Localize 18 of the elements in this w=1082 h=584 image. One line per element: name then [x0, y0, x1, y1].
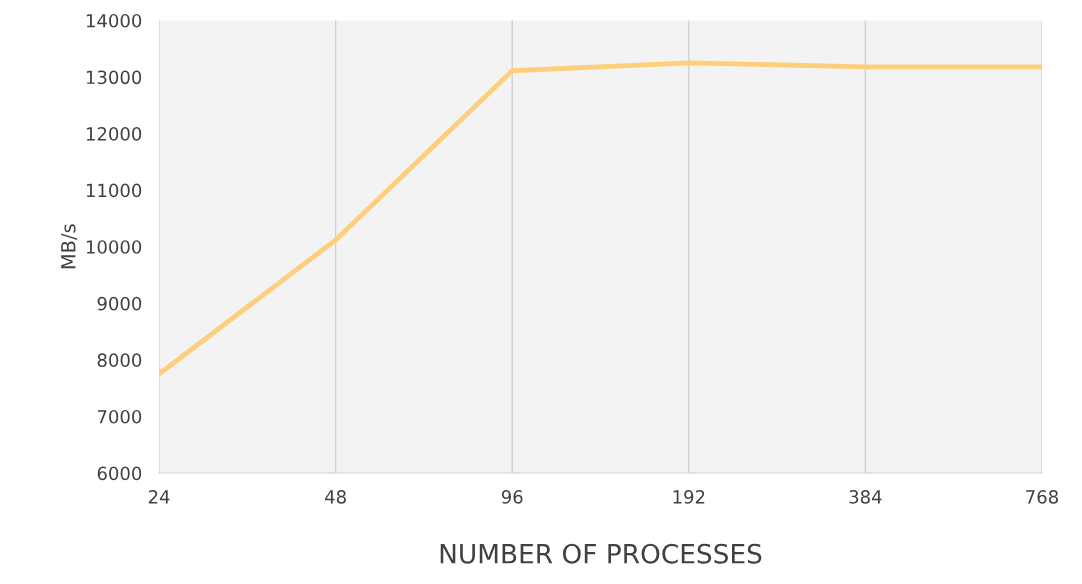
line-series — [159, 60, 1042, 377]
x-tick-label: 48 — [325, 490, 346, 504]
x-tick-label: 384 — [849, 490, 882, 504]
x-axis-title: NUMBER OF PROCESSES — [440, 543, 762, 564]
x-tick-label: 24 — [148, 490, 170, 504]
y-tick-label: 7000 — [97, 409, 142, 424]
x-tick-label: 192 — [673, 490, 705, 504]
y-tick-label: 14000 — [86, 13, 142, 28]
y-tick-label: 9000 — [97, 296, 142, 311]
x-tick-label: 768 — [1026, 490, 1058, 504]
y-tick-label: 6000 — [97, 466, 142, 481]
y-tick-label: 8000 — [97, 353, 142, 368]
y-tick-label: 10000 — [86, 240, 142, 254]
y-axis-title: MB/s — [61, 224, 78, 269]
x-tick-label: 96 — [501, 490, 523, 504]
y-tick-label: 12000 — [86, 127, 142, 141]
y-tick-label: 13000 — [86, 70, 142, 85]
y-tick-label: 11000 — [86, 183, 142, 198]
